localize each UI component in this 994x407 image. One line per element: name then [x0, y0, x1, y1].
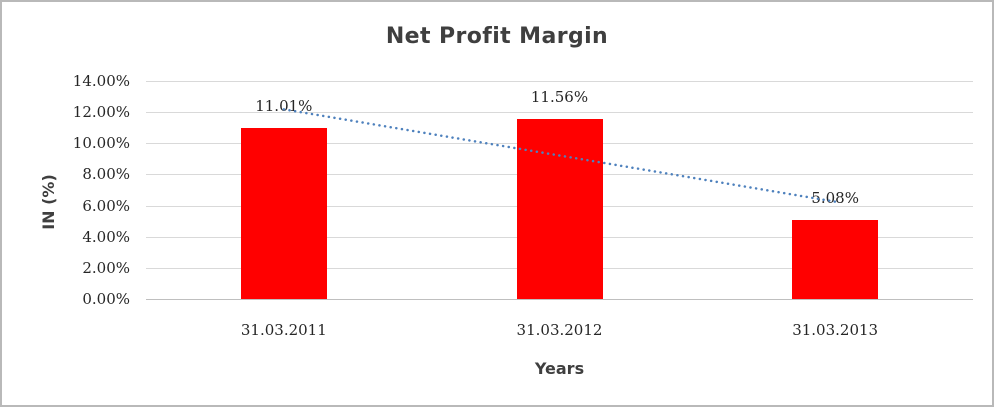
- bar-data-label: 5.08%: [811, 188, 859, 207]
- y-tick-label: 2.00%: [82, 258, 130, 277]
- y-tick-label: 4.00%: [82, 227, 130, 246]
- bar: [516, 118, 603, 299]
- plot-area: 11.01% 11.56% 5.08%: [146, 81, 973, 300]
- trendline: [282, 108, 837, 203]
- gridline: [146, 81, 973, 82]
- x-tick-label: 31.03.2013: [792, 321, 879, 339]
- x-tick-label: 31.03.2011: [240, 321, 327, 339]
- trendline-layer: [282, 108, 837, 203]
- y-tick-label: 10.00%: [72, 134, 130, 153]
- chart-title: Net Profit Margin: [385, 24, 609, 49]
- y-tick-label: 6.00%: [82, 196, 130, 215]
- bar-data-label: 11.56%: [530, 87, 589, 106]
- gridline: [146, 112, 973, 114]
- x-tick-label: 31.03.2012: [516, 321, 603, 339]
- bar: [240, 127, 327, 299]
- bar-data-label: 11.01%: [255, 96, 313, 115]
- y-tick-label: 14.00%: [72, 72, 130, 90]
- y-tick-label: 0.00%: [82, 290, 130, 308]
- x-axis-title: Years: [534, 359, 585, 378]
- y-tick-label: 8.00%: [82, 165, 130, 184]
- y-tick-label: 12.00%: [72, 103, 130, 122]
- gridline: [146, 299, 973, 300]
- bar: [792, 219, 879, 299]
